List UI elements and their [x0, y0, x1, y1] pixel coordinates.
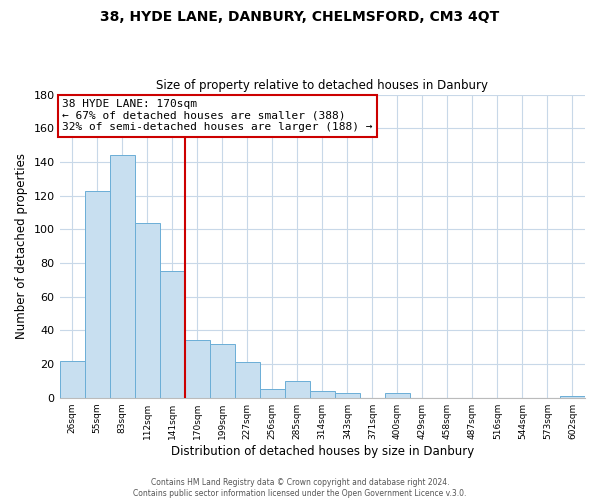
- Text: Contains HM Land Registry data © Crown copyright and database right 2024.
Contai: Contains HM Land Registry data © Crown c…: [133, 478, 467, 498]
- X-axis label: Distribution of detached houses by size in Danbury: Distribution of detached houses by size …: [170, 444, 474, 458]
- Bar: [110, 155, 134, 398]
- Bar: [160, 272, 185, 398]
- Title: Size of property relative to detached houses in Danbury: Size of property relative to detached ho…: [156, 79, 488, 92]
- Bar: [235, 362, 260, 398]
- Text: 38 HYDE LANE: 170sqm
← 67% of detached houses are smaller (388)
32% of semi-deta: 38 HYDE LANE: 170sqm ← 67% of detached h…: [62, 99, 373, 132]
- Bar: [385, 392, 410, 398]
- Bar: [310, 391, 335, 398]
- Bar: [560, 396, 585, 398]
- Bar: [134, 222, 160, 398]
- Bar: [185, 340, 209, 398]
- Y-axis label: Number of detached properties: Number of detached properties: [15, 153, 28, 339]
- Bar: [285, 381, 310, 398]
- Bar: [59, 360, 85, 398]
- Bar: [85, 190, 110, 398]
- Bar: [260, 390, 285, 398]
- Bar: [209, 344, 235, 398]
- Text: 38, HYDE LANE, DANBURY, CHELMSFORD, CM3 4QT: 38, HYDE LANE, DANBURY, CHELMSFORD, CM3 …: [100, 10, 500, 24]
- Bar: [335, 392, 360, 398]
